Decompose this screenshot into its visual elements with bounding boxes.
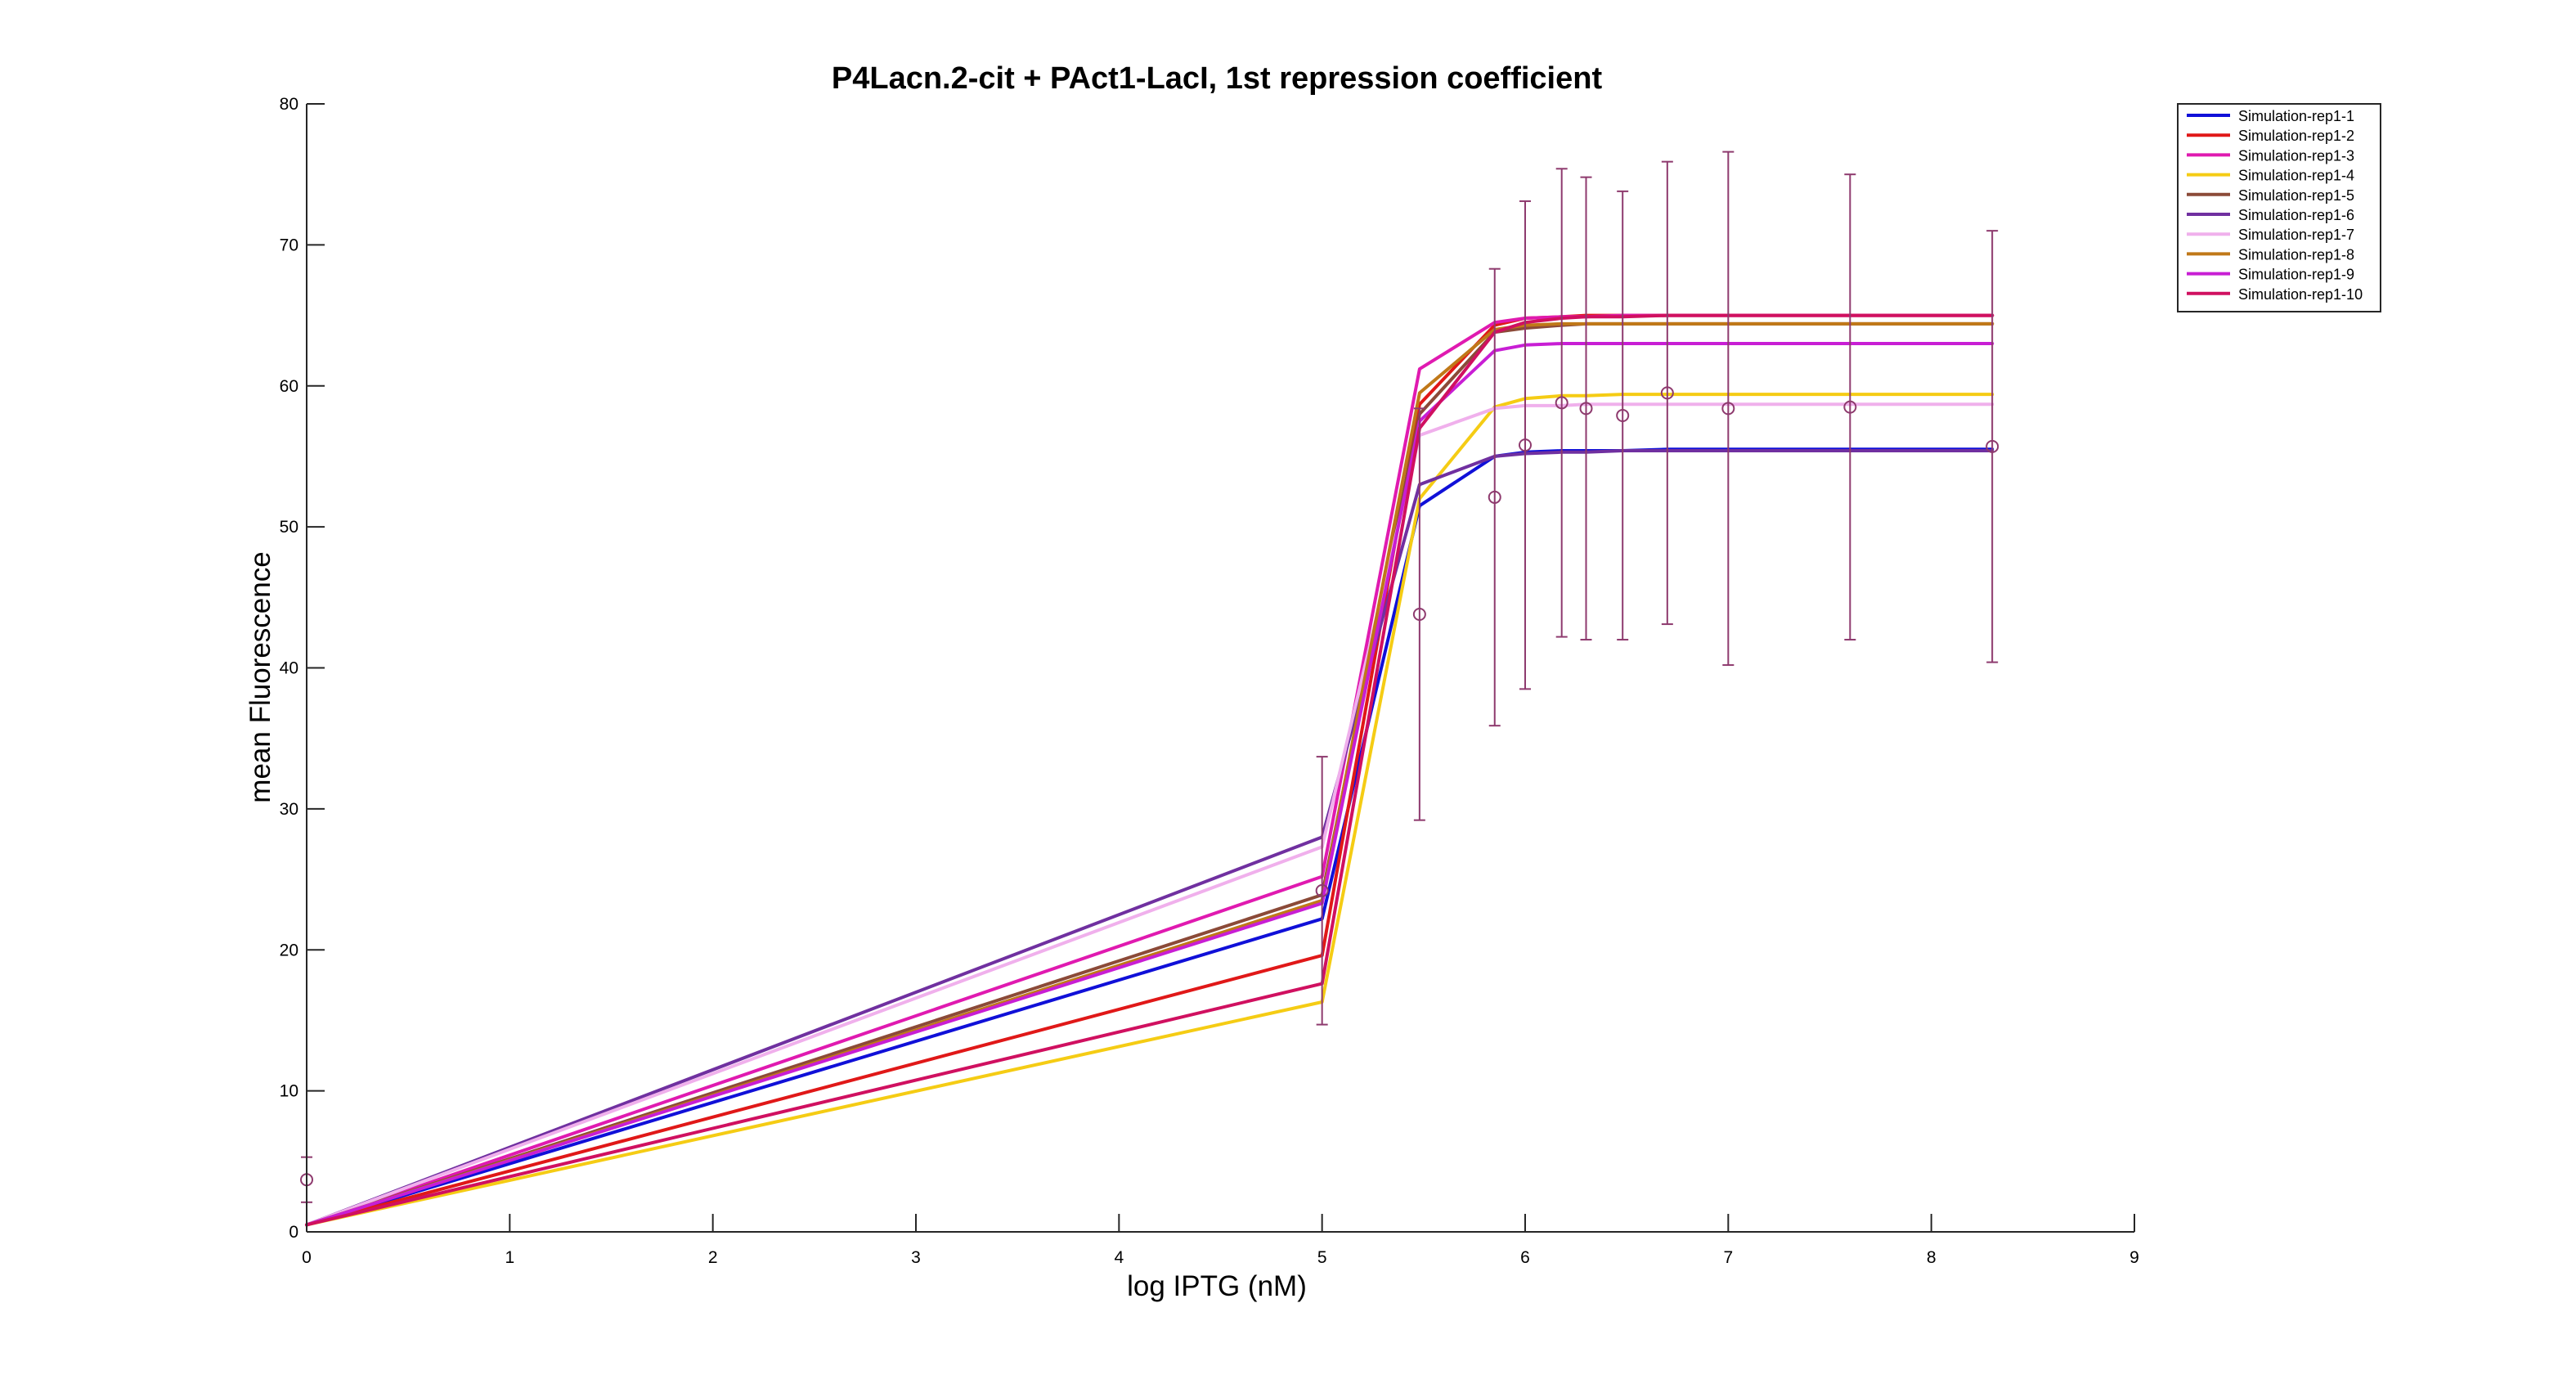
legend-label: Simulation-rep1-10 <box>2238 286 2363 303</box>
x-axis-label: log IPTG (nM) <box>1127 1270 1307 1302</box>
legend-box <box>2177 103 2381 312</box>
x-tick-label: 0 <box>302 1248 312 1267</box>
series-line-8 <box>305 321 1995 1227</box>
y-tick-label: 70 <box>280 236 298 254</box>
x-tick-label: 5 <box>1317 1248 1327 1267</box>
legend-label: Simulation-rep1-7 <box>2238 227 2354 243</box>
y-tick-label: 40 <box>280 659 298 678</box>
data-marker <box>1986 439 1999 453</box>
data-point-2 <box>1315 756 1329 1026</box>
legend-entry-2: Simulation-rep1-2 <box>2187 128 2354 144</box>
data-marker <box>1843 400 1857 414</box>
y-tick-label: 20 <box>280 941 298 959</box>
y-tick-label: 80 <box>280 95 298 114</box>
legend-label: Simulation-rep1-4 <box>2238 168 2354 184</box>
legend-entry-8: Simulation-rep1-8 <box>2187 246 2354 263</box>
data-point-4 <box>1488 267 1501 727</box>
x-tick-label: 2 <box>708 1248 718 1267</box>
data-marker <box>1579 402 1593 416</box>
legend-label: Simulation-rep1-2 <box>2238 128 2354 144</box>
legend-label: Simulation-rep1-9 <box>2238 267 2354 283</box>
data-marker <box>1315 883 1329 897</box>
y-axis-label: mean Fluorescence <box>245 551 276 802</box>
legend-entry-9: Simulation-rep1-9 <box>2187 267 2354 283</box>
y-tick-label: 0 <box>289 1223 298 1242</box>
experimental-data-layer <box>300 151 1999 1203</box>
data-marker <box>1555 396 1568 410</box>
series-line-4 <box>305 393 1995 1227</box>
series-line-9 <box>305 342 1995 1227</box>
legend-entry-3: Simulation-rep1-3 <box>2187 147 2354 164</box>
data-point-3 <box>1412 407 1426 821</box>
y-tick-label: 50 <box>280 518 298 537</box>
series-line-6 <box>305 449 1995 1227</box>
chart-title: P4Lacn.2-cit + PAct1-LacI, 1st repressio… <box>832 61 1603 96</box>
series-line-1 <box>305 447 1995 1227</box>
x-tick-label: 9 <box>2129 1248 2139 1267</box>
data-marker <box>1412 607 1426 621</box>
legend-label: Simulation-rep1-5 <box>2238 187 2354 204</box>
data-marker <box>1721 402 1735 416</box>
legend-entry-7: Simulation-rep1-7 <box>2187 227 2354 243</box>
legend-entry-1: Simulation-rep1-1 <box>2187 108 2354 124</box>
legend-label: Simulation-rep1-8 <box>2238 246 2354 263</box>
data-point-12 <box>1986 230 1999 663</box>
data-point-6 <box>1555 168 1568 638</box>
data-point-10 <box>1721 151 1735 667</box>
series-line-5 <box>305 321 1995 1227</box>
data-point-7 <box>1579 176 1593 641</box>
series-line-10 <box>305 313 1995 1227</box>
data-point-9 <box>1660 160 1674 626</box>
plot-area: 0 1 2 3 4 5 6 7 8 9 0 10 20 30 40 50 60 70 80 <box>280 95 2139 1267</box>
data-marker <box>1488 490 1501 504</box>
legend-label: Simulation-rep1-1 <box>2238 108 2354 124</box>
legend-entry-6: Simulation-rep1-6 <box>2187 207 2354 223</box>
x-tick-label: 7 <box>1723 1248 1733 1267</box>
series-line-7 <box>305 402 1995 1227</box>
legend-entry-4: Simulation-rep1-4 <box>2187 168 2354 184</box>
data-marker <box>1660 386 1674 400</box>
y-tick-label: 10 <box>280 1082 298 1101</box>
legend: Simulation-rep1-1 Simulation-rep1-2 Simula… <box>2177 103 2381 312</box>
legend-label: Simulation-rep1-3 <box>2238 147 2354 164</box>
data-marker <box>1616 408 1630 422</box>
axes-layer: 0 1 2 3 4 5 6 7 8 9 0 10 20 30 40 50 60 70 80 <box>280 95 2139 1267</box>
data-point-5 <box>1519 200 1532 690</box>
x-tick-label: 6 <box>1520 1248 1530 1267</box>
data-point-8 <box>1616 190 1630 641</box>
data-marker <box>1519 438 1532 452</box>
x-tick-label: 1 <box>505 1248 514 1267</box>
x-tick-label: 4 <box>1114 1248 1124 1267</box>
series-layer <box>305 313 1995 1227</box>
y-tick-label: 30 <box>280 800 298 819</box>
x-tick-label: 3 <box>911 1248 921 1267</box>
y-tick-label: 60 <box>280 377 298 396</box>
legend-label: Simulation-rep1-6 <box>2238 207 2354 223</box>
x-tick-label: 8 <box>1927 1248 1936 1267</box>
data-point-11 <box>1843 173 1857 641</box>
legend-entry-10: Simulation-rep1-10 <box>2187 286 2363 303</box>
legend-entry-5: Simulation-rep1-5 <box>2187 187 2354 204</box>
